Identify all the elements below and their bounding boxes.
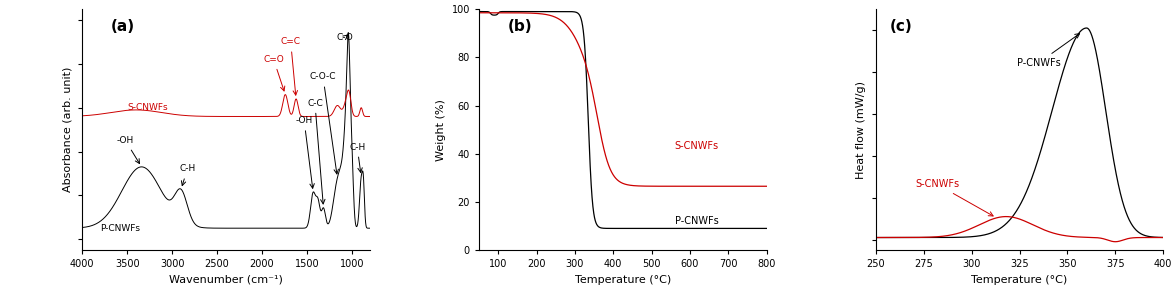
X-axis label: Wavenumber (cm⁻¹): Wavenumber (cm⁻¹) <box>169 275 283 285</box>
Text: P-CNWFs: P-CNWFs <box>100 224 140 233</box>
Text: C-C: C-C <box>307 99 325 204</box>
Text: -OH: -OH <box>116 136 140 163</box>
Text: S-CNWFs: S-CNWFs <box>915 179 993 216</box>
Y-axis label: Weight (%): Weight (%) <box>436 99 446 160</box>
Text: C-H: C-H <box>180 164 195 185</box>
Text: C=O: C=O <box>263 55 284 91</box>
Text: P-CNWFs: P-CNWFs <box>674 216 718 226</box>
Text: (c): (c) <box>891 19 913 34</box>
X-axis label: Temperature (°C): Temperature (°C) <box>575 275 671 285</box>
Text: (b): (b) <box>508 19 532 34</box>
Text: C=C: C=C <box>281 38 301 95</box>
Text: C-O: C-O <box>336 33 352 42</box>
X-axis label: Temperature (°C): Temperature (°C) <box>972 275 1068 285</box>
Y-axis label: Heat flow (mW/g): Heat flow (mW/g) <box>857 81 866 179</box>
Text: -OH: -OH <box>296 116 315 188</box>
Y-axis label: Absorbance (arb. unit): Absorbance (arb. unit) <box>62 67 73 192</box>
Text: S-CNWFs: S-CNWFs <box>674 141 719 151</box>
Text: P-CNWFs: P-CNWFs <box>1016 34 1080 68</box>
Text: C-O-C: C-O-C <box>310 72 338 174</box>
Text: (a): (a) <box>110 19 135 34</box>
Text: C-H: C-H <box>349 142 365 172</box>
Text: S-CNWFs: S-CNWFs <box>127 103 168 112</box>
